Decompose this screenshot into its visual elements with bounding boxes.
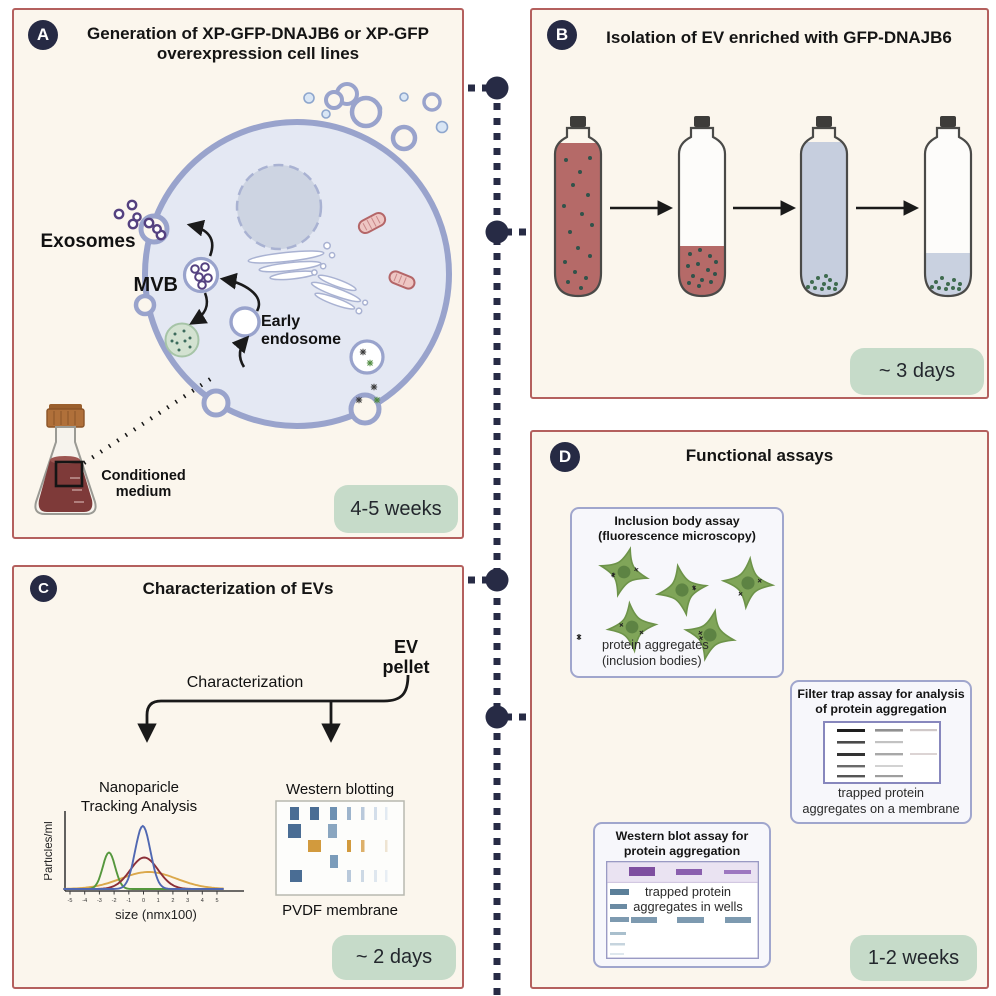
characterization-graphics [137, 674, 410, 896]
svg-text:-5: -5 [68, 898, 73, 904]
panel-b-letter-badge: B [547, 20, 577, 50]
panel-c-duration-badge: ~ 2 days [332, 935, 456, 980]
chart-curves [63, 824, 224, 890]
panel-d-title: Functional assays [685, 446, 834, 465]
nta-series-blue-tall [63, 824, 224, 890]
svg-text:-4: -4 [82, 898, 87, 904]
trafficking-arrows [186, 219, 261, 368]
tube-2-pellet [677, 116, 727, 298]
svg-text:-2: -2 [112, 898, 117, 904]
filter-trap-title: Filter trap assay for analysis of protei… [797, 687, 965, 716]
panel-c-letter-badge: C [30, 575, 57, 602]
mitochondria [357, 211, 416, 290]
svg-text:5: 5 [215, 898, 218, 904]
extracellular-vesicles [303, 82, 449, 136]
blot-bands [288, 807, 388, 882]
flask-zoom-square [54, 460, 84, 488]
nta-series-darkred-mid [63, 856, 224, 890]
panel-d-letter-badge: D [550, 442, 580, 472]
aggregates-outside [355, 383, 381, 404]
centrifugation-steps [553, 116, 973, 298]
panel-d: D Functional assays Inclusion body assay… [530, 430, 989, 989]
inclusion-body-assay-box: Inclusion body assay (fluorescence micro… [570, 507, 784, 678]
chart-x-ticks: -5 -4 -3 -2 -1 0 1 2 3 4 5 [68, 891, 219, 904]
inclusion-assay-caption: protein aggregates (inclusion bodies) [602, 637, 709, 668]
wb-assay-title: Western blot assay for protein aggregati… [615, 829, 749, 858]
svg-text:4: 4 [201, 898, 204, 904]
panel-c-title: Characterization of EVs [142, 579, 334, 598]
western-blotting-label: Western blotting [285, 781, 395, 798]
svg-text:-1: -1 [126, 898, 131, 904]
panel-a-letter-badge: A [28, 20, 58, 50]
exosomes-label: Exosomes [40, 231, 136, 252]
characterization-label: Characterization [186, 674, 304, 691]
tube-1-medium [553, 116, 603, 298]
nta-chart: -5 -4 -3 -2 -1 0 1 2 3 4 5 Particles/ml size (nmx1… [44, 811, 244, 922]
filter-trap-membrane [823, 721, 941, 784]
svg-text:-3: -3 [97, 898, 102, 904]
wb-aggregation-assay-box: Western blot assay for protein aggregati… [593, 822, 771, 968]
tube-4-ev-pellet [923, 116, 973, 298]
chart-axes [64, 811, 244, 892]
panel-c: C Characterization of EVs [12, 565, 464, 989]
golgi-apparatus [247, 241, 369, 315]
trapped-aggregate-bands [837, 729, 937, 778]
green-vesicle [164, 322, 200, 358]
tube-3-buffer [799, 116, 849, 298]
mvb-vesicle [182, 256, 220, 294]
connector-nodes [485, 76, 509, 729]
panel-b-duration-badge: ~ 3 days [850, 348, 984, 395]
panel-d-duration-badge: 1-2 weeks [850, 935, 977, 981]
panel-a: A Generation of XP-GFP-DNAJB6 or XP-GFP … [12, 8, 464, 539]
panel-a-duration-badge: 4-5 weeks [334, 485, 458, 533]
svg-text:0: 0 [142, 898, 145, 904]
well-aggregate-bands [629, 867, 751, 876]
svg-text:1: 1 [157, 898, 160, 904]
chart-x-label: size (nmx100) [115, 907, 197, 922]
svg-text:3: 3 [186, 898, 189, 904]
early-endosome [229, 306, 261, 338]
mvb-label: MVB [133, 274, 178, 296]
nta-series-orange-broad [63, 871, 224, 890]
nucleus [235, 163, 323, 251]
conditioned-medium-label: Conditioned medium [101, 468, 186, 501]
filter-trap-caption: trapped protein aggregates on a membrane [802, 785, 960, 816]
filter-trap-assay-box: Filter trap assay for analysis of protei… [790, 680, 972, 824]
cell-body [133, 90, 452, 429]
panel-b: B Isolation of EV enriched with GFP-DNAJ… [530, 8, 989, 399]
chart-y-label: Particles/ml [44, 821, 55, 880]
pvdf-membrane-blot [275, 800, 405, 896]
wb-assay-caption: trapped protein aggregates in wells [633, 884, 743, 915]
pvdf-membrane-label: PVDF membrane [282, 902, 398, 919]
nta-label: Nanoparicle Tracking Analysis [80, 779, 198, 815]
panel-a-title: Generation of XP-GFP-DNAJB6 or XP-GFP ov… [87, 24, 429, 64]
gel-sample-bands [631, 917, 751, 923]
early-endosome-label: Early endosome [261, 313, 342, 348]
exosome-release-cup [138, 213, 170, 245]
cell-illustration [34, 82, 452, 515]
ev-pellet-label: EV pellet [382, 637, 430, 678]
dotted-leader-line [82, 374, 217, 465]
inclusion-assay-title: Inclusion body assay (fluorescence micro… [598, 514, 756, 543]
svg-text:2: 2 [171, 898, 174, 904]
panel-b-title: Isolation of EV enriched with GFP-DNAJB6 [606, 28, 952, 47]
nta-series-green-narrow [63, 851, 224, 890]
